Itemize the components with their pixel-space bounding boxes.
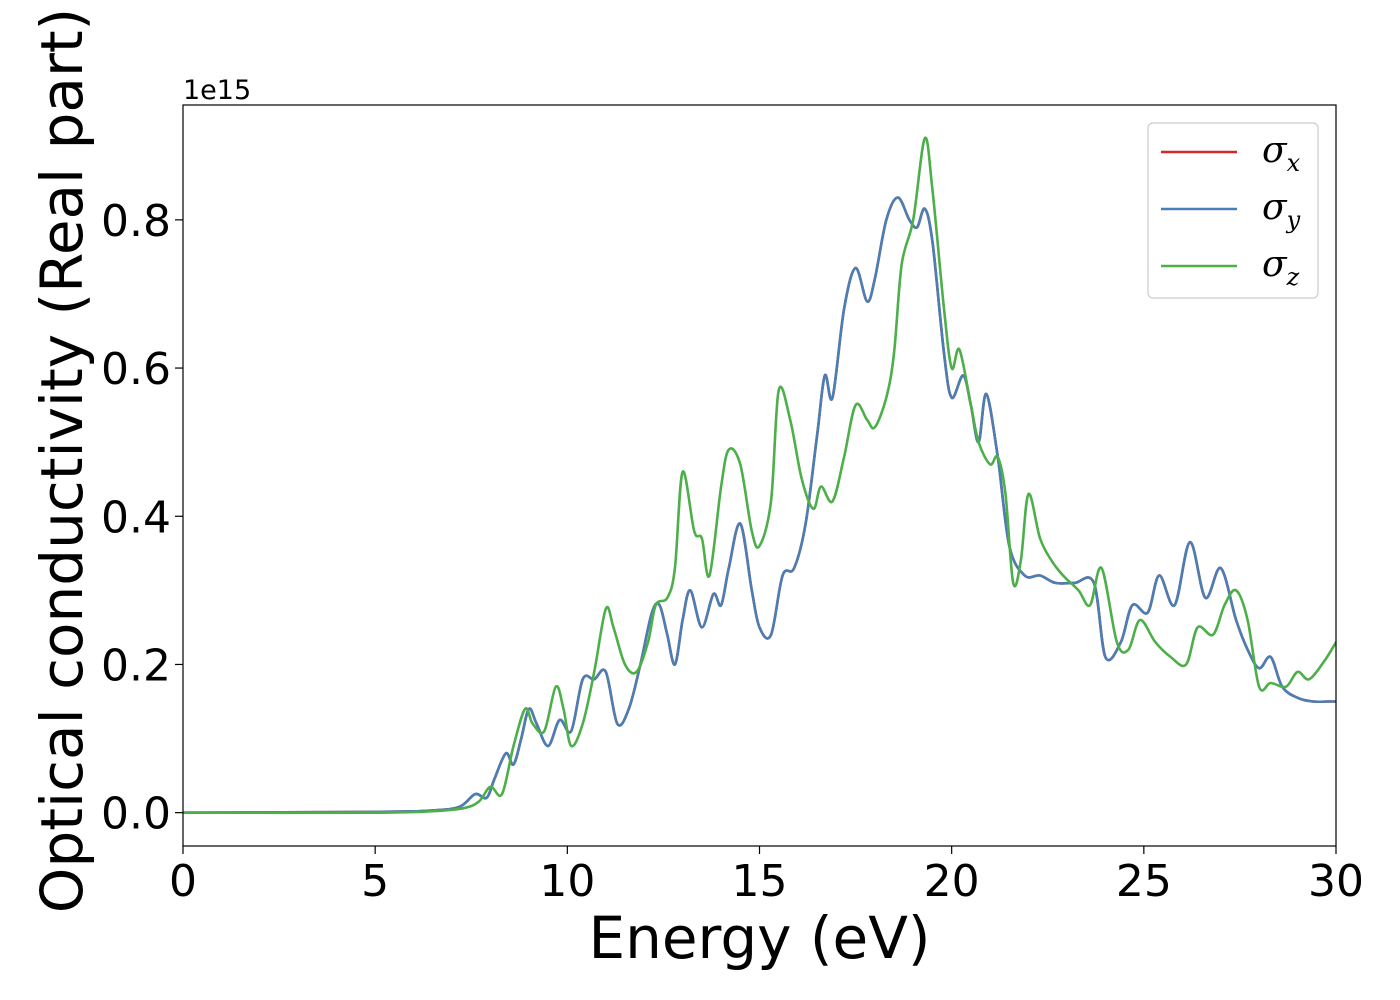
- x-axis-label: Energy (eV): [588, 904, 930, 972]
- series-line-y: [183, 196, 1336, 814]
- x-tick-label: 5: [361, 856, 389, 907]
- legend-symbol: σ: [1262, 187, 1288, 228]
- series-layer: [183, 136, 1336, 815]
- legend-subscript: z: [1286, 263, 1300, 291]
- y-axis-label: Optical conductivity (Real part): [28, 8, 96, 913]
- legend-entry-y: σy: [1262, 187, 1301, 234]
- legend-subscript: x: [1287, 149, 1301, 177]
- x-tick-label: 0: [169, 856, 197, 907]
- legend-entry-x: σx: [1262, 130, 1301, 177]
- series-line-z: [183, 136, 1336, 815]
- legend-symbol: σ: [1262, 130, 1288, 171]
- y-tick-label: 0.0: [101, 789, 171, 840]
- x-axis: 0 5 10 15 20 25 30: [169, 846, 1364, 907]
- legend-box: [1147, 122, 1319, 299]
- y-tick-label: 0.4: [101, 492, 171, 543]
- legend-entry-z: σz: [1262, 244, 1300, 291]
- legend-symbol: σ: [1262, 244, 1288, 285]
- x-tick-label: 15: [732, 856, 788, 907]
- x-tick-label: 30: [1308, 856, 1364, 907]
- x-tick-label: 10: [539, 856, 595, 907]
- x-tick-label: 20: [924, 856, 980, 907]
- y-axis: 0.0 0.2 0.4 0.6 0.8: [101, 196, 183, 840]
- y-tick-label: 0.8: [101, 196, 171, 247]
- legend-subscript: y: [1286, 206, 1301, 234]
- y-tick-label: 0.2: [101, 640, 171, 691]
- y-tick-label: 0.6: [101, 344, 171, 395]
- y-axis-offset-label: 1e15: [183, 75, 251, 106]
- x-tick-label: 25: [1116, 856, 1172, 907]
